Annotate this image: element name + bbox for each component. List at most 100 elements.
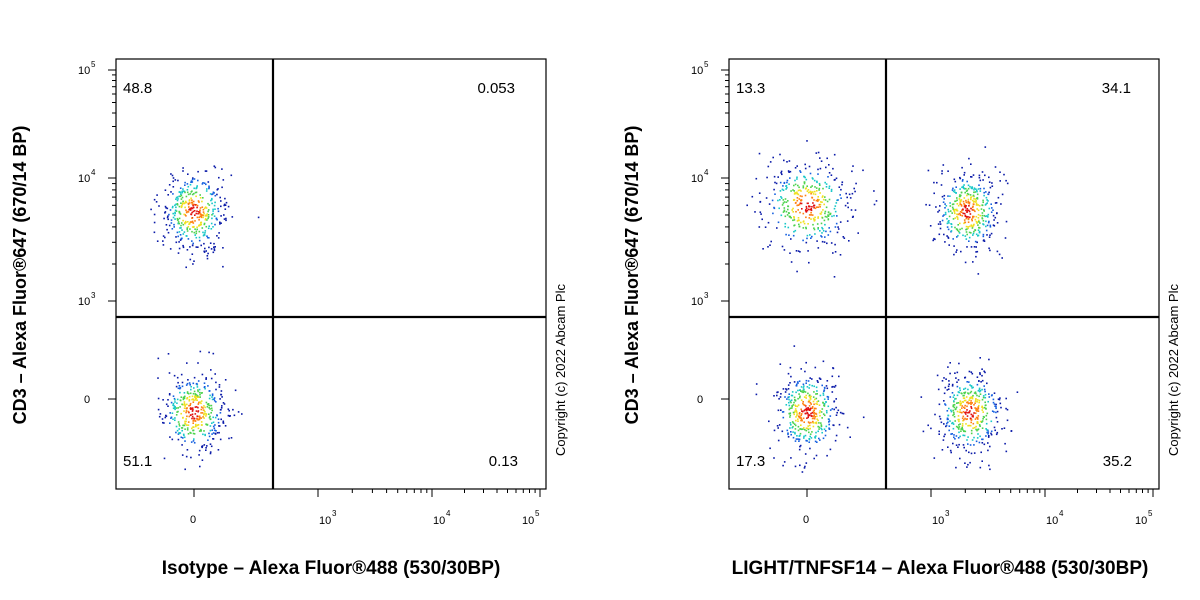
scatter-point	[829, 409, 832, 411]
scatter-point	[829, 415, 832, 417]
scatter-point	[197, 246, 199, 248]
scatter-point	[966, 208, 969, 210]
scatter-point	[185, 195, 188, 198]
scatter-point	[193, 192, 195, 195]
scatter-point	[836, 231, 839, 234]
scatter-point	[785, 404, 788, 406]
scatter-point	[779, 181, 782, 184]
scatter-point	[231, 216, 234, 218]
scatter-point	[184, 420, 186, 423]
scatter-point	[169, 248, 172, 250]
scatter-point	[794, 202, 797, 204]
scatter-point	[972, 215, 974, 218]
scatter-point	[173, 226, 175, 228]
scatter-point	[972, 394, 974, 397]
scatter-point	[968, 424, 971, 427]
scatter-point	[182, 170, 184, 172]
scatter-point	[938, 430, 940, 433]
scatter-point	[803, 181, 806, 183]
scatter-point	[805, 379, 808, 382]
scatter-point	[158, 415, 161, 418]
scatter-point	[962, 208, 964, 210]
scatter-point	[998, 398, 1001, 401]
scatter-point	[824, 181, 826, 184]
scatter-point	[973, 191, 975, 194]
scatter-point	[817, 228, 819, 230]
scatter-point	[178, 210, 180, 213]
scatter-point	[963, 184, 965, 186]
scatter-point	[966, 439, 968, 441]
scatter-point	[970, 418, 973, 421]
scatter-point	[1003, 173, 1005, 176]
scatter-point	[205, 423, 208, 426]
scatter-point	[203, 444, 206, 446]
scatter-point	[204, 406, 206, 409]
scatter-point	[193, 390, 196, 393]
scatter-point	[212, 212, 214, 215]
scatter-point	[968, 205, 970, 207]
scatter-point	[789, 252, 791, 254]
scatter-point	[171, 206, 174, 209]
scatter-point	[751, 195, 754, 198]
scatter-point	[180, 224, 182, 227]
scatter-point	[205, 170, 208, 172]
scatter-point	[780, 170, 783, 173]
scatter-point	[181, 385, 184, 388]
scatter-point	[198, 230, 201, 233]
scatter-point	[758, 192, 761, 194]
scatter-point	[966, 466, 968, 468]
scatter-point	[965, 190, 968, 192]
scatter-point	[823, 386, 826, 389]
scatter-point	[805, 412, 807, 415]
scatter-point	[834, 210, 837, 213]
scatter-point	[196, 216, 199, 219]
scatter-point	[169, 209, 172, 211]
scatter-point	[803, 437, 805, 439]
scatter-point	[193, 231, 196, 234]
scatter-point	[957, 402, 960, 404]
scatter-point	[978, 399, 981, 402]
scatter-point	[927, 424, 929, 427]
scatter-point	[982, 438, 984, 441]
scatter-point	[983, 214, 986, 217]
scatter-point	[166, 207, 169, 210]
scatter-point	[963, 446, 965, 449]
scatter-point	[205, 378, 207, 380]
scatter-point	[952, 218, 955, 220]
scatter-point	[956, 216, 959, 219]
scatter-point	[170, 401, 173, 404]
scatter-point	[818, 411, 821, 414]
scatter-point	[182, 246, 185, 249]
scatter-point	[940, 184, 943, 186]
scatter-point	[825, 425, 828, 428]
scatter-point	[814, 398, 816, 401]
scatter-point	[193, 187, 195, 190]
scatter-point	[984, 371, 986, 374]
scatter-point	[807, 425, 809, 427]
scatter-point	[955, 444, 958, 446]
scatter-point	[193, 438, 195, 440]
scatter-point	[970, 385, 973, 387]
scatter-point	[179, 187, 182, 189]
scatter-point	[174, 408, 176, 411]
scatter-point	[173, 407, 175, 410]
scatter-point	[966, 246, 968, 248]
scatter-point	[773, 457, 775, 459]
scatter-point	[176, 429, 179, 432]
scatter-point	[964, 407, 966, 409]
scatter-point	[777, 176, 779, 178]
scatter-point	[197, 427, 200, 430]
scatter-point	[993, 392, 996, 394]
scatter-point	[196, 399, 198, 401]
scatter-point	[961, 166, 963, 169]
scatter-point	[815, 402, 817, 405]
scatter-point	[810, 192, 812, 195]
scatter-point	[196, 210, 198, 212]
scatter-point	[996, 222, 999, 224]
scatter-point	[197, 390, 199, 393]
scatter-point	[163, 422, 165, 424]
scatter-point	[991, 410, 994, 412]
scatter-point	[787, 372, 790, 375]
scatter-point	[822, 402, 825, 404]
scatter-point	[964, 235, 967, 237]
